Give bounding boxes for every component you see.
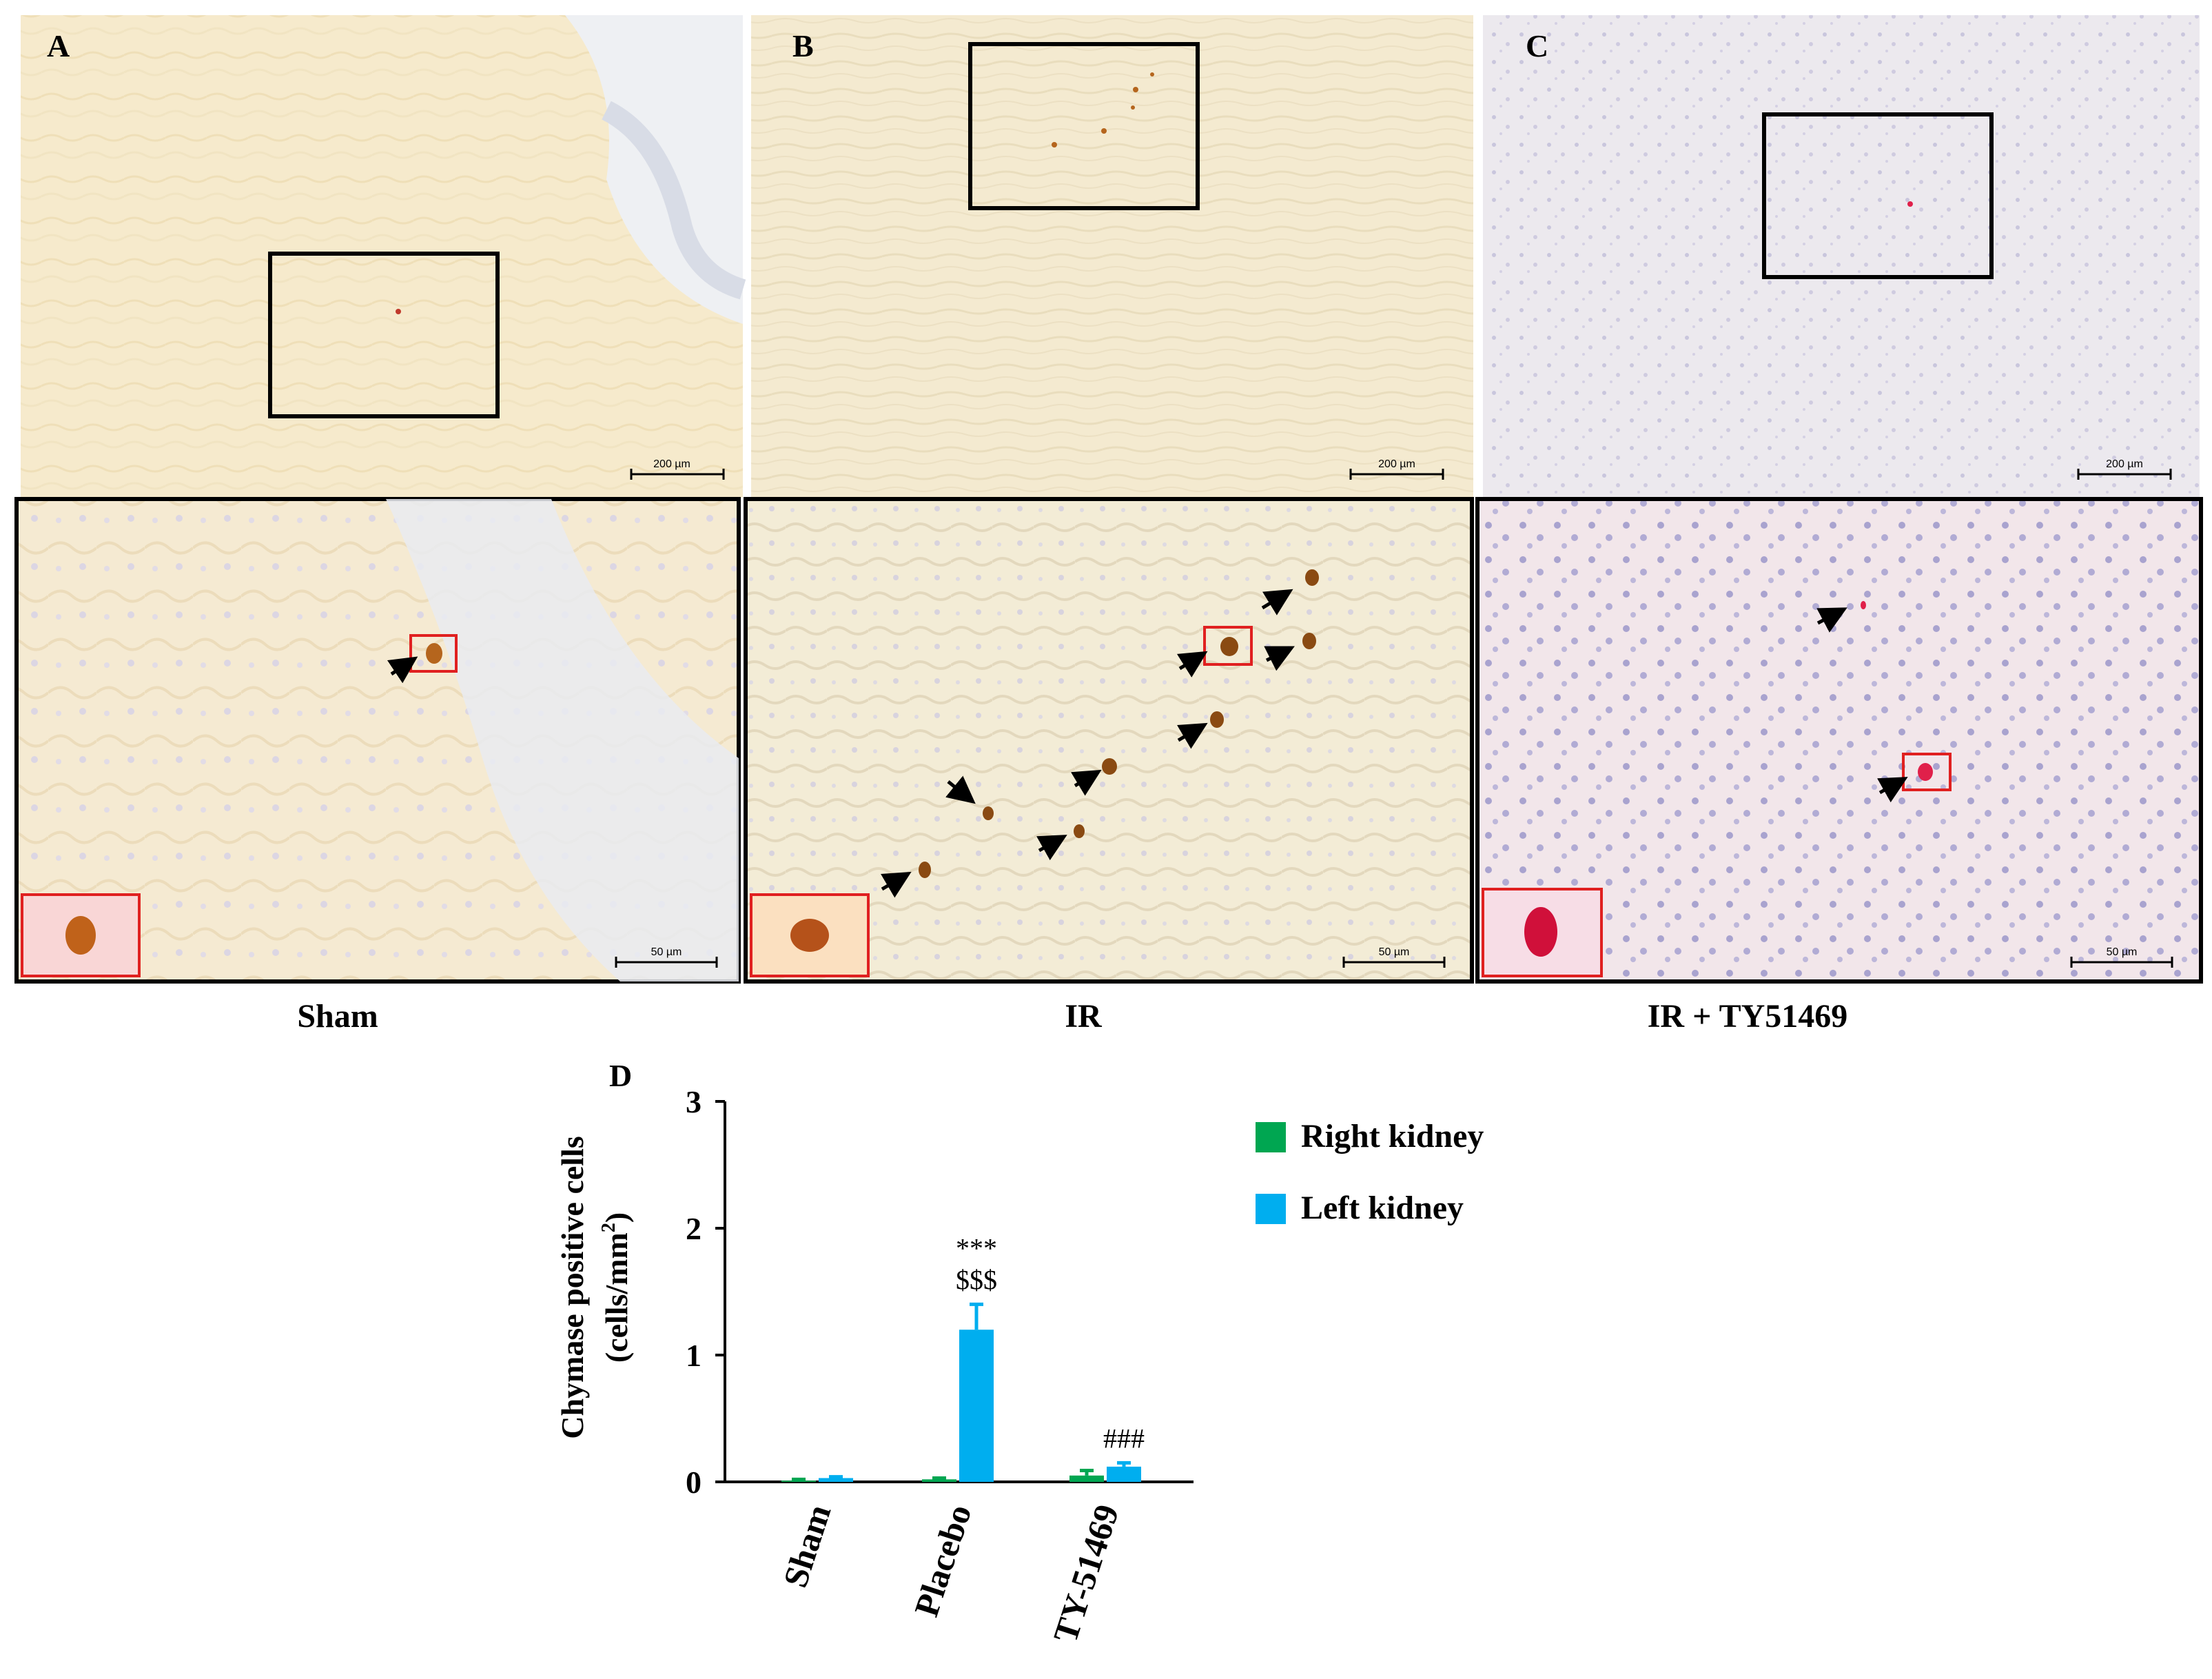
x-tick-label: Placebo xyxy=(907,1500,979,1621)
bar xyxy=(781,1480,816,1482)
caption-ir-ty51469: IR + TY51469 xyxy=(1648,998,1848,1035)
panel-a-zoom xyxy=(14,497,741,984)
zoom-box-c xyxy=(1762,112,1994,279)
scale-label-b-bottom: 50 µm xyxy=(1379,946,1410,958)
highlight-box-c xyxy=(1902,753,1952,791)
y-tick-label: 3 xyxy=(686,1084,702,1119)
y-tick-label: 0 xyxy=(686,1465,702,1500)
scale-label-a-bottom: 50 µm xyxy=(651,946,682,958)
x-tick-label: Sham xyxy=(775,1500,838,1592)
highlight-box-a xyxy=(409,634,458,673)
bar xyxy=(922,1479,956,1482)
zoom-box-a xyxy=(268,252,500,418)
y-axis-label-unit-sup: 2 xyxy=(598,1223,619,1232)
panel-c-zoom xyxy=(1475,497,2203,984)
arrow-marker xyxy=(387,656,418,684)
panel-letter-c: C xyxy=(1526,28,1548,63)
annotations: $$$*** ### xyxy=(956,1232,1145,1454)
bar xyxy=(819,1478,853,1482)
bar xyxy=(1069,1475,1104,1482)
panel-c-overview xyxy=(1483,15,2200,498)
significance-annotation: ### xyxy=(1103,1423,1145,1454)
scale-label-b-top: 200 µm xyxy=(1378,458,1415,470)
bars xyxy=(781,1302,1141,1482)
caption-ir: IR xyxy=(1065,998,1103,1035)
significance-annotation: *** xyxy=(956,1232,997,1263)
highlight-box-b xyxy=(1203,626,1253,666)
y-tick-label: 2 xyxy=(686,1211,702,1246)
panel-b-overview xyxy=(751,15,1473,498)
bar-chart-d: D 0 1 2 3 Sham Placebo TY-51469 $$$*** ### Chy… xyxy=(555,1058,1484,1647)
y-axis-label-unit: (cells/mm xyxy=(599,1232,634,1363)
panel-letter-b: B xyxy=(792,28,814,63)
bar xyxy=(959,1330,994,1482)
panel-letter-a: A xyxy=(47,28,70,63)
x-tick-labels: Sham Placebo TY-51469 xyxy=(775,1500,1126,1647)
zoom-box-b xyxy=(968,42,1200,210)
legend-swatch-left-kidney xyxy=(1256,1194,1286,1224)
y-tick-label: 1 xyxy=(686,1338,702,1373)
legend-label-left-kidney: Left kidney xyxy=(1301,1190,1464,1226)
significance-annotation: $$$ xyxy=(956,1264,997,1295)
scale-label-a-top: 200 µm xyxy=(653,458,690,470)
panel-letter-d: D xyxy=(609,1058,632,1093)
legend-swatch-right-kidney xyxy=(1256,1122,1286,1152)
panel-b-zoom xyxy=(744,497,1474,984)
y-axis-label: Chymase positive cells xyxy=(555,1136,590,1439)
y-axis-label-2: (cells/mm2) xyxy=(598,1212,634,1363)
chymase-cell xyxy=(426,643,442,664)
scale-label-c-bottom: 50 µm xyxy=(2107,946,2138,958)
panel-a-overview xyxy=(21,15,746,498)
y-axis-label-unit-end: ) xyxy=(599,1212,634,1223)
y-ticks: 0 1 2 3 xyxy=(686,1084,725,1500)
bar xyxy=(1107,1466,1141,1482)
caption-sham: Sham xyxy=(297,998,378,1035)
x-tick-label: TY-51469 xyxy=(1045,1500,1126,1647)
scale-label-c-top: 200 µm xyxy=(2106,458,2143,470)
y-axis-label-line1: Chymase positive cells xyxy=(555,1136,590,1439)
legend-label-right-kidney: Right kidney xyxy=(1301,1118,1484,1154)
